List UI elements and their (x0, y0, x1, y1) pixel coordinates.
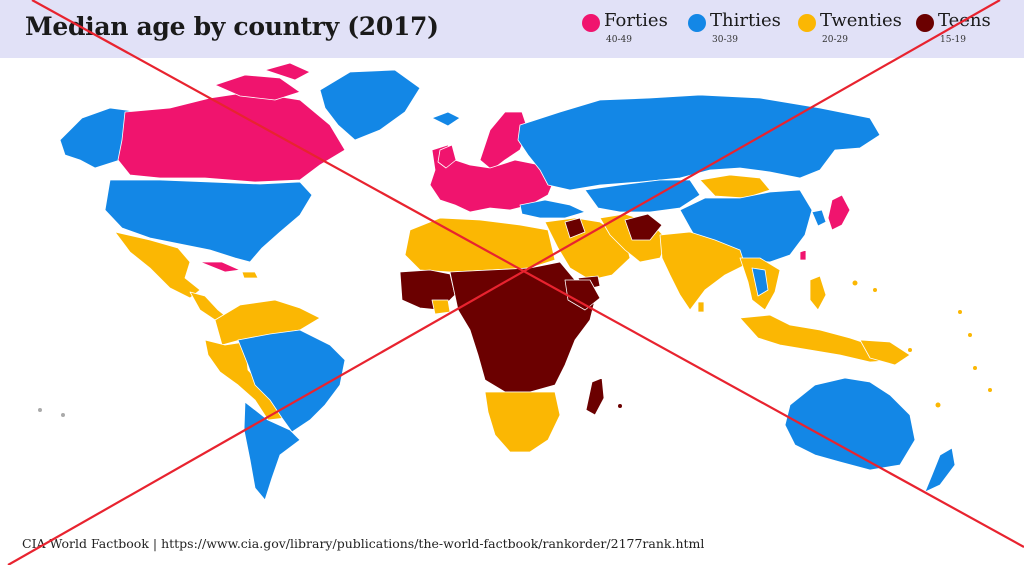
legend-label: Forties (604, 10, 668, 31)
legend-range: 20-29 (822, 35, 848, 45)
region-australia (784, 377, 916, 471)
region-north-africa (404, 217, 556, 273)
region-cuba (199, 261, 241, 273)
source-caption: CIA World Factbook | https://www.cia.gov… (22, 536, 705, 551)
region-madagascar (585, 377, 605, 416)
header-bar: Median age by country (2017) Forties 40-… (0, 0, 1024, 58)
region-southern-africa (484, 391, 561, 453)
region-russia (517, 94, 881, 191)
region-canada (117, 91, 346, 183)
region-greenland (319, 69, 421, 141)
teens-swatch (916, 14, 934, 32)
legend-label: Thirties (710, 10, 781, 31)
legend-label: Twenties (820, 10, 902, 31)
thirties-swatch (688, 14, 706, 32)
region-iceland (431, 111, 461, 127)
legend-label: Teens (938, 10, 991, 31)
world-map (38, 62, 992, 501)
region-philippines (809, 275, 827, 311)
region-turkey (519, 199, 586, 219)
legend-range: 15-19 (940, 35, 966, 45)
legend-range: 30-39 (712, 35, 738, 45)
twenties-swatch (798, 14, 816, 32)
region-ghana (431, 299, 451, 315)
legend-range: 40-49 (606, 35, 632, 45)
legend: Forties 40-49 Thirties 30-39 Twenties 20… (582, 10, 1012, 50)
forties-swatch (582, 14, 600, 32)
region-korea (811, 209, 827, 227)
region-japan (827, 194, 851, 231)
region-new-zealand (924, 447, 956, 493)
map-title: Median age by country (2017) (25, 12, 439, 41)
